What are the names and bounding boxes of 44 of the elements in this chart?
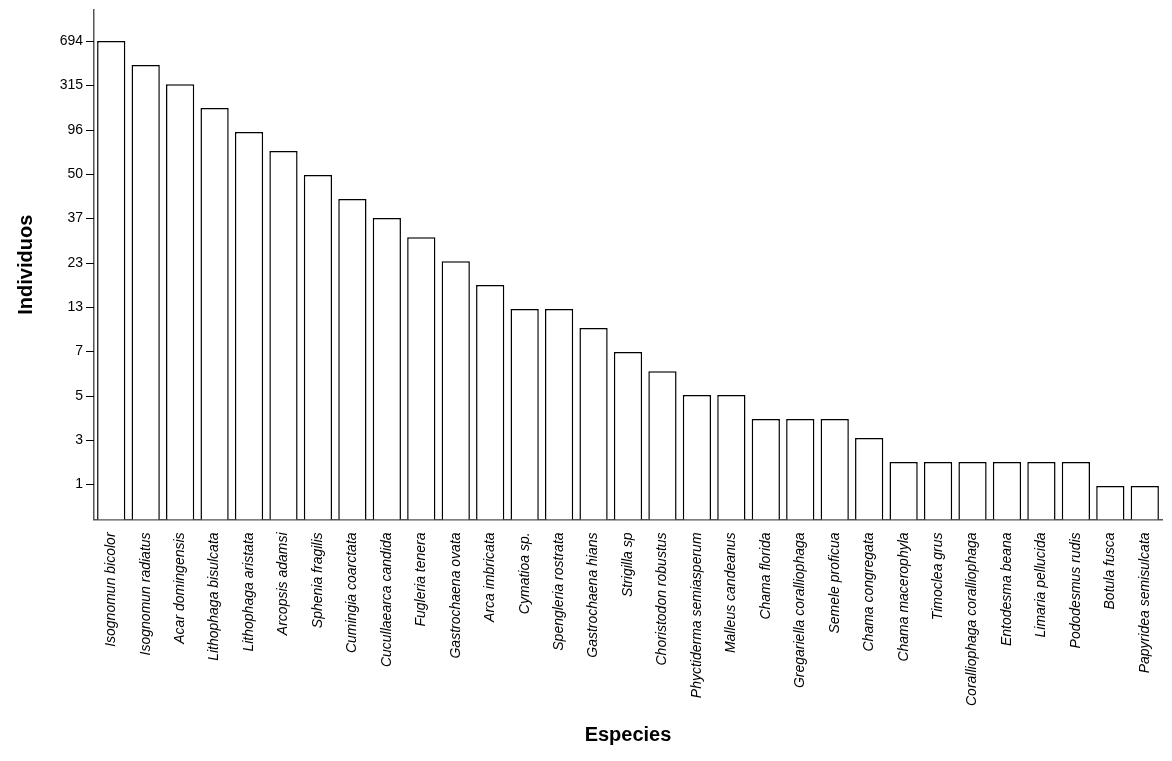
x-tick-label: Lithophaga bisulcata: [205, 532, 222, 661]
x-tick-label: Sphenia fragilis: [308, 532, 325, 629]
x-tick-label: Gregariella coralliophaga: [791, 532, 808, 689]
x-tick-label: Pododesmus rudis: [1066, 532, 1083, 649]
y-axis-title: Individuos: [13, 214, 36, 315]
text: 50: [67, 165, 84, 182]
x-tick-label: Chama florida: [756, 532, 773, 620]
x-tick-label: Cucullaearca candida: [377, 532, 394, 668]
x-tick-label: Coralliophaga coralliophaga: [963, 532, 980, 707]
x-axis-title: Especies: [584, 722, 672, 745]
x-tick-label: Choristodon robustus: [653, 532, 670, 666]
x-tick-label: Cumingia coarctata: [343, 532, 360, 654]
text: 23: [67, 254, 84, 271]
x-tick-label: Entodesma beana: [997, 532, 1014, 647]
x-tick-label: Spengleria rostrata: [549, 532, 566, 651]
x-tick-label: Gastrochaena ovata: [446, 532, 463, 659]
x-tick-label: Malleus candeanus: [722, 532, 739, 654]
x-tick-label: Strigilla sp: [618, 532, 635, 598]
text: 7: [75, 342, 84, 359]
x-tick-label: Gastrochaena hians: [584, 532, 601, 658]
x-tick-label: Semele proficua: [825, 532, 842, 634]
x-tick-label: Papyridea semisulcata: [1135, 532, 1152, 674]
x-tick-label: Chama macerophyla: [894, 532, 911, 662]
x-tick-label: Botula fusca: [1101, 532, 1118, 610]
x-tick-label: Isognomun bicolor: [102, 531, 119, 647]
x-tick-label: Cymatioa sp.: [515, 532, 532, 615]
text: 315: [59, 76, 84, 93]
x-tick-label: Isognomun radiatus: [136, 532, 153, 656]
text: 3: [75, 431, 84, 448]
text: 13: [67, 298, 84, 315]
text: 1: [75, 475, 84, 492]
text: 37: [67, 209, 84, 226]
text: 5: [75, 387, 84, 404]
x-tick-label: Limaria pellucida: [1032, 532, 1049, 638]
x-tick-label: Phyctiderma semiasperum: [687, 532, 704, 699]
x-tick-label: Lithophaga aristata: [239, 532, 256, 652]
x-tick-label: Fugleria tenera: [412, 532, 429, 627]
x-tick-label: Arcopsis adamsi: [274, 531, 291, 637]
x-tick-label: Arca imbricata: [481, 532, 498, 623]
x-tick-label: Chama congregata: [860, 532, 877, 652]
x-tick-label: Timoclea grus: [928, 532, 945, 621]
x-tick-label: Acar domingensis: [171, 532, 188, 645]
text: 694: [59, 32, 84, 49]
text: 96: [67, 121, 84, 138]
